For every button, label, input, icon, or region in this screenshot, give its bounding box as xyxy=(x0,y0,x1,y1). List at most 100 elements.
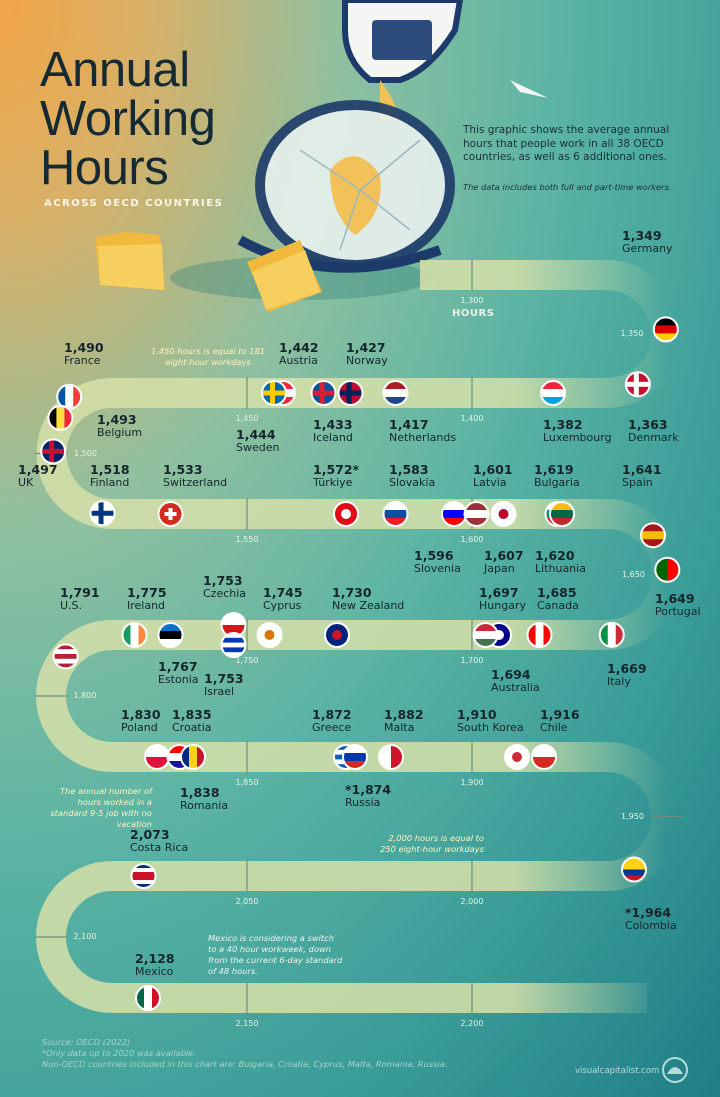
flag-south-korea-icon xyxy=(504,744,530,770)
value-label: 1,685 xyxy=(537,585,577,600)
flag-lithuania-icon xyxy=(549,501,575,527)
value-label: 1,753 xyxy=(204,671,244,686)
tick-label: 2,200 xyxy=(460,1019,484,1028)
flag-italy-icon xyxy=(598,621,625,648)
tick-label: 1,450 xyxy=(235,414,259,423)
country-name: Lithuania xyxy=(535,562,586,575)
country-label: *1,874 Russia xyxy=(345,783,391,809)
country-label: 1,791 U.S. xyxy=(60,586,100,612)
value-label: 1,649 xyxy=(655,591,695,606)
country-label: 1,910 South Korea xyxy=(457,708,524,734)
country-name: Costa Rica xyxy=(130,841,189,854)
value-label: 1,490 xyxy=(64,340,104,355)
country-label: 1,753 Israel xyxy=(204,672,244,698)
flag-new-zealand-icon xyxy=(324,622,350,648)
flag-iceland-icon xyxy=(310,380,337,406)
country-name: Portugal xyxy=(655,605,701,618)
flag-poland-icon xyxy=(144,744,170,770)
value-label: 1,910 xyxy=(457,707,497,722)
country-name: Bulgaria xyxy=(534,476,580,489)
value-label: 1,433 xyxy=(313,417,353,432)
source-text: Source: OECD (2022) xyxy=(42,1037,131,1047)
tick-label: 1,500 xyxy=(74,448,97,458)
country-label: 1,916 Chile xyxy=(540,708,580,734)
country-label: 1,607 Japan xyxy=(484,549,524,575)
flag-slovenia-icon xyxy=(441,501,467,527)
country-name: Croatia xyxy=(172,721,212,734)
country-label: 1,838 Romania xyxy=(180,786,228,812)
flag-hungary-icon xyxy=(472,622,499,648)
value-label: 1,697 xyxy=(479,585,519,600)
note-standard-job: The annual number of hours worked in a s… xyxy=(50,786,152,829)
country-label: 1,872 Greece xyxy=(312,708,352,734)
value-label: 1,835 xyxy=(172,707,212,722)
flag-denmark-icon xyxy=(624,371,651,398)
country-label: 1,745 Cyprus xyxy=(263,586,303,612)
flag-chile-icon xyxy=(531,744,557,770)
country-name: Slovenia xyxy=(414,562,461,575)
country-name: Ireland xyxy=(127,599,166,612)
country-label: 1,685 Canada xyxy=(537,586,579,612)
country-name: Switzerland xyxy=(163,476,228,489)
flag-israel-icon xyxy=(220,632,247,658)
value-label: 1,767 xyxy=(158,659,198,674)
value-label: *1,964 xyxy=(625,905,672,920)
flag-estonia-icon xyxy=(157,622,184,648)
tick-label: 1,400 xyxy=(460,414,484,423)
country-name: Netherlands xyxy=(389,431,457,444)
country-name: Israel xyxy=(204,685,235,698)
country-name: Russia xyxy=(345,796,381,809)
value-label: 2,073 xyxy=(130,827,170,842)
country-label: 1,490 France xyxy=(64,341,104,367)
country-label: 1,433 Iceland xyxy=(313,418,353,444)
value-label: 1,641 xyxy=(622,462,662,477)
country-label: 1,641 Spain xyxy=(622,463,662,489)
country-name: Denmark xyxy=(628,431,679,444)
country-name: Germany xyxy=(622,242,673,255)
tick-label: 2,050 xyxy=(235,897,259,906)
tick-label: 2,100 xyxy=(73,932,97,941)
value-label: 1,791 xyxy=(60,585,100,600)
country-name: Iceland xyxy=(313,431,353,444)
flag-norway-icon xyxy=(337,380,364,406)
country-label: 1,533 Switzerland xyxy=(163,463,227,489)
country-name: Cyprus xyxy=(263,599,302,612)
country-label: 1,382 Luxembourg xyxy=(543,418,612,444)
flag-slovakia-icon xyxy=(382,501,409,527)
value-label: 1,382 xyxy=(543,417,583,432)
hourglass-illustration xyxy=(170,0,548,300)
value-label: 1,838 xyxy=(180,785,220,800)
flag-switzerland-icon xyxy=(157,501,184,527)
country-name: France xyxy=(64,354,101,367)
country-label: 1,497 UK xyxy=(18,463,58,489)
flag-uk-icon xyxy=(40,438,67,465)
country-name: Slovakia xyxy=(389,476,436,489)
country-name: Japan xyxy=(484,562,515,575)
country-name: Italy xyxy=(607,675,631,688)
flag-costa-rica-icon xyxy=(130,863,157,889)
value-label: 1,669 xyxy=(607,661,647,676)
title-line: Working xyxy=(40,92,216,146)
value-label: *1,874 xyxy=(345,782,392,797)
country-name: Greece xyxy=(312,721,352,734)
value-label: 1,533 xyxy=(163,462,203,477)
value-label: 1,753 xyxy=(203,573,243,588)
country-label: 1,601 Latvia xyxy=(473,463,513,489)
country-label: 1,620 Lithuania xyxy=(535,549,586,575)
tick-label: 1,750 xyxy=(235,656,259,665)
country-label: 1,442 Austria xyxy=(279,341,319,367)
country-name: Estonia xyxy=(158,673,199,686)
intro-note: The data includes both full and part-tim… xyxy=(463,182,672,192)
tick-label: 2,000 xyxy=(460,897,484,906)
value-label: 1,775 xyxy=(127,585,167,600)
flag-markers xyxy=(40,316,681,1011)
brand-link[interactable]: visualcapitalist.com xyxy=(575,1066,660,1076)
flag-ireland-icon xyxy=(121,622,148,648)
title-line: Hours xyxy=(40,141,169,195)
flag-spain-icon xyxy=(640,522,667,549)
country-label: 1,596 Slovenia xyxy=(414,549,461,575)
tick-label: 2,150 xyxy=(235,1019,259,1028)
tick-label: 1,900 xyxy=(460,778,484,787)
